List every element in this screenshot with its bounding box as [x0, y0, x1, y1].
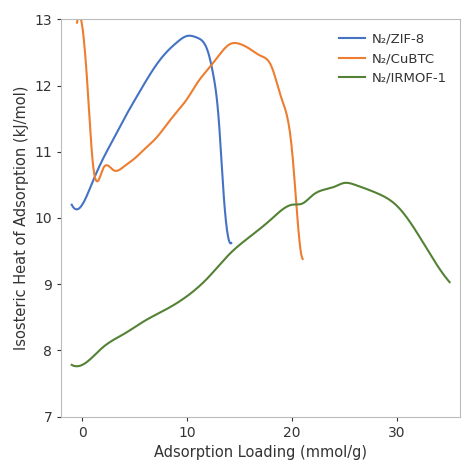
Y-axis label: Isosteric Heat of Adsorption (kJ/mol): Isosteric Heat of Adsorption (kJ/mol) — [14, 86, 29, 350]
Legend: N₂/ZIF-8, N₂/CuBTC, N₂/IRMOF-1: N₂/ZIF-8, N₂/CuBTC, N₂/IRMOF-1 — [332, 26, 454, 91]
X-axis label: Adsorption Loading (mmol/g): Adsorption Loading (mmol/g) — [154, 445, 367, 460]
